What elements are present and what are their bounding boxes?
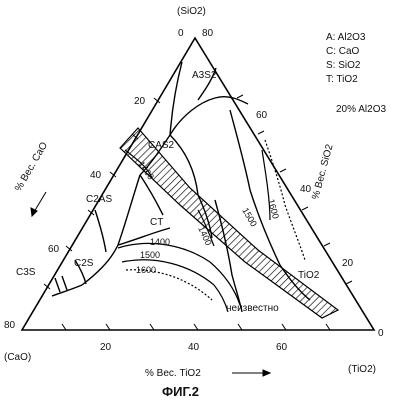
label-c2as: C2AS	[86, 194, 112, 205]
isotherm-label-1400: 1400	[150, 237, 170, 247]
bottom-axis-arrow	[232, 369, 272, 377]
right-tick-40: 40	[300, 184, 312, 195]
label-unknown: неизвестно	[226, 303, 279, 314]
label-a3s2: A3S2	[192, 70, 217, 81]
left-tick-40: 40	[90, 170, 102, 181]
left-axis-title: % Вес. CaO	[13, 140, 50, 193]
bottom-tick-20: 20	[100, 342, 112, 353]
corner-top-value: 0	[178, 28, 184, 39]
legend-item-c: C: CaO	[326, 46, 360, 57]
left-axis-arrow	[30, 191, 47, 218]
left-tick-20: 20	[134, 96, 146, 107]
label-cas2: CAS2	[148, 140, 175, 151]
corner-right-value: 0	[378, 328, 384, 339]
right-tick-20: 20	[342, 258, 354, 269]
figure-caption: ФИГ.2	[162, 384, 199, 399]
corner-top-name: (SiO2)	[177, 6, 206, 17]
bottom-axis-title: % Вес. TiO2	[145, 368, 201, 379]
isotherm-label-1500: 1500	[140, 250, 160, 260]
label-c2s: C2S	[74, 258, 94, 269]
left-tick-60: 60	[48, 244, 60, 255]
isotherm-dashed	[125, 139, 306, 301]
legend-note: 20% Al2O3	[336, 104, 386, 115]
corner-top-value2: 80	[202, 28, 214, 39]
bottom-edge-ticks	[61, 323, 331, 331]
bottom-tick-40: 40	[188, 342, 200, 353]
isotherm-label-1600: 1600	[136, 265, 156, 275]
right-axis-title: % Вес. SiO2	[310, 143, 335, 201]
label-tio2: TiO2	[298, 270, 320, 281]
corner-right-name: (TiO2)	[348, 364, 376, 375]
label-ct: CT	[150, 217, 163, 228]
legend-item-t: T: TiO2	[326, 74, 358, 85]
bottom-tick-60: 60	[276, 342, 288, 353]
legend-item-s: S: SiO2	[326, 60, 361, 71]
right-tick-60: 60	[256, 110, 268, 121]
corner-left-value: 80	[4, 320, 16, 331]
isotherm-label-1600-right: 1600	[266, 198, 281, 220]
corner-left-name: (CaO)	[4, 352, 31, 363]
phase-boundaries	[51, 61, 311, 313]
isotherm-lines	[117, 149, 271, 313]
right-edge-ticks	[236, 94, 353, 285]
label-c3s: C3S	[16, 267, 36, 278]
legend-item-a: A: Al2O3	[326, 32, 366, 43]
